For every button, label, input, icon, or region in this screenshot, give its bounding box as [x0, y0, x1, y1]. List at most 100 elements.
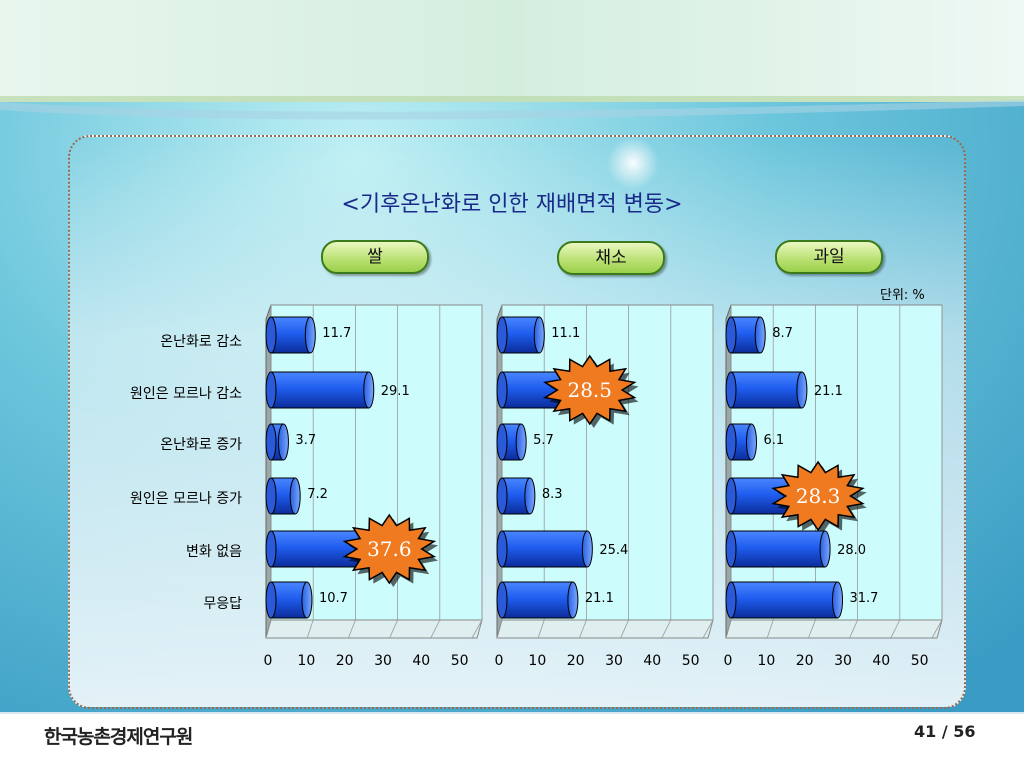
- gridline-floor: [265, 619, 272, 639]
- bar: [501, 530, 588, 568]
- bar-value-label: 10.7: [319, 591, 348, 606]
- bar-start-cap: [265, 530, 277, 568]
- x-tick-label: 30: [834, 653, 852, 669]
- bar-end-cap: [754, 316, 766, 354]
- x-tick-label: 40: [872, 653, 890, 669]
- category-label: 원인은 모르나 증가: [130, 491, 242, 507]
- bar-end-cap: [819, 530, 831, 568]
- gridline-floor: [579, 619, 587, 639]
- gridline-floor: [348, 619, 356, 639]
- bar-value-label: 31.7: [850, 591, 879, 606]
- bar-start-cap: [265, 371, 277, 409]
- bar-start-cap: [725, 477, 737, 515]
- gridline-floor: [430, 619, 441, 639]
- bar-value-label: 37.6: [367, 537, 412, 561]
- bar: [730, 530, 826, 568]
- highlight-burst: [542, 354, 637, 426]
- bar: [730, 581, 839, 619]
- bar-end-cap: [796, 371, 808, 409]
- x-tick-label: 0: [724, 653, 733, 669]
- bar-value-label: 5.7: [533, 433, 554, 448]
- x-tick-label: 10: [297, 653, 315, 669]
- bar-end-cap: [289, 477, 301, 515]
- bar-end-cap: [304, 316, 316, 354]
- x-tick-label: 50: [682, 653, 700, 669]
- page-title: <기후온난화로 인한 재배면적 변동>: [341, 192, 683, 217]
- bar-value-label: 6.1: [763, 433, 784, 448]
- category-label: 변화 없음: [186, 544, 242, 560]
- bar-start-cap: [496, 477, 508, 515]
- bar-end-cap: [515, 423, 527, 461]
- category-label: 원인은 모르나 감소: [130, 386, 242, 402]
- page-number: 41 / 56: [914, 722, 976, 741]
- bar-start-cap: [265, 316, 277, 354]
- bar: [270, 371, 370, 409]
- x-tick-label: 0: [495, 653, 504, 669]
- gridline-floor: [661, 619, 672, 639]
- bar-value-label: 7.2: [307, 487, 328, 502]
- bar-value-label: 21.1: [585, 591, 614, 606]
- x-tick-label: 40: [412, 653, 430, 669]
- bar-start-cap: [496, 530, 508, 568]
- plot-back-wall: [730, 304, 943, 621]
- footer-divider: [0, 712, 1024, 714]
- bar-value-label: 21.1: [814, 384, 843, 399]
- bar-start-cap: [725, 423, 737, 461]
- gridline-floor: [496, 619, 503, 639]
- bar-start-cap: [496, 423, 508, 461]
- x-tick-label: 20: [567, 653, 585, 669]
- bar-value-label: 8.7: [772, 326, 793, 341]
- x-tick-label: 40: [643, 653, 661, 669]
- plot-floor: [496, 619, 714, 639]
- bar-end-cap: [832, 581, 844, 619]
- bar-start-cap: [265, 423, 277, 461]
- gridline-floor: [537, 619, 545, 639]
- bar-value-label: 8.3: [542, 487, 563, 502]
- x-tick-label: 20: [336, 653, 354, 669]
- bar-start-cap: [725, 371, 737, 409]
- bar-end-cap: [745, 423, 757, 461]
- category-label: 온난화로 증가: [160, 437, 242, 453]
- bar: [270, 581, 308, 619]
- bar-value-label: 11.1: [551, 326, 580, 341]
- bar-start-cap: [725, 581, 737, 619]
- x-tick-label: 30: [374, 653, 392, 669]
- bar-start-cap: [725, 316, 737, 354]
- gridline-floor: [931, 619, 943, 639]
- x-tick-label: 30: [605, 653, 623, 669]
- bar-value-label: 3.7: [295, 433, 316, 448]
- bar: [730, 371, 803, 409]
- plot-floor: [725, 619, 943, 639]
- gridline-floor: [306, 619, 314, 639]
- bar-value-label: 28.3: [796, 484, 841, 508]
- bar-value-label: 29.1: [381, 384, 410, 399]
- gridline-floor: [620, 619, 629, 639]
- institute-logo: 한국농촌경제연구원: [44, 726, 193, 748]
- gridline-floor: [766, 619, 774, 639]
- bar-value-label: 28.5: [567, 378, 612, 402]
- gridline-floor: [725, 619, 732, 639]
- bar-end-cap: [277, 423, 289, 461]
- bar: [501, 316, 540, 354]
- highlight-burst: [771, 460, 865, 532]
- bar: [270, 316, 311, 354]
- bar-start-cap: [496, 316, 508, 354]
- bar-start-cap: [265, 477, 277, 515]
- category-label: 무응답: [203, 596, 242, 612]
- bar-start-cap: [496, 371, 508, 409]
- bar-start-cap: [496, 581, 508, 619]
- bar-value-label: 11.7: [322, 326, 351, 341]
- bar-start-cap: [725, 530, 737, 568]
- x-tick-label: 10: [528, 653, 546, 669]
- series-pill-fruit: 과일: [775, 240, 883, 274]
- series-pill-vegetables: 채소: [557, 241, 665, 275]
- bar-end-cap: [581, 530, 593, 568]
- bar-start-cap: [265, 581, 277, 619]
- gridline-floor: [471, 619, 483, 639]
- gridline-floor: [808, 619, 816, 639]
- bar-value-label: 28.0: [837, 543, 866, 558]
- x-tick-label: 50: [911, 653, 929, 669]
- x-tick-label: 10: [757, 653, 775, 669]
- x-tick-label: 50: [451, 653, 469, 669]
